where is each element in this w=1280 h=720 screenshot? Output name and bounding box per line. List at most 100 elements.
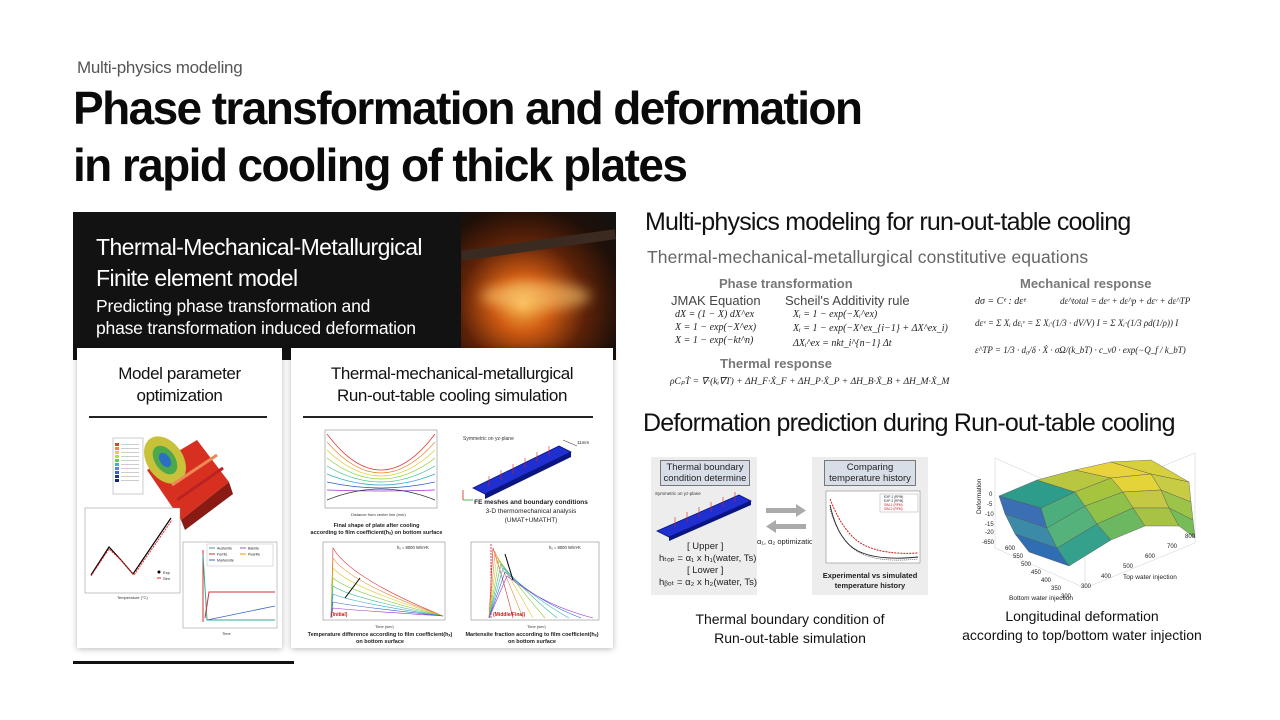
surface-z-ticks: 0 -5 -10 -15 -20 -650 bbox=[982, 492, 995, 546]
optimization-label: α₁, α₂ optimization bbox=[757, 537, 818, 546]
legend-austenite: Austenite bbox=[217, 547, 232, 551]
thermal-eq: ρCₚṪ = ∇·(kᵢ∇T) + ΔH_F·Ẋ_F + ΔH_P·Ẋ_P + … bbox=[670, 377, 950, 387]
lower-label: [ Lower ] bbox=[687, 565, 724, 576]
jmak-eq-2: X = 1 − exp(−X^ex) bbox=[675, 322, 757, 333]
mill-beam bbox=[461, 229, 616, 261]
plate-shape-plot: Distance from center line (mm) bbox=[324, 429, 438, 517]
legend-martensite: Martensite bbox=[217, 559, 234, 563]
contour-legend-swatches bbox=[115, 443, 119, 482]
h-top-eq: hₜₒₚ = α₁ x h₁(water, Ts) bbox=[659, 553, 757, 564]
card-title: Thermal-mechanical-metallurgical Run-out… bbox=[291, 363, 613, 407]
page-title: Phase transformation and deformation in … bbox=[73, 80, 863, 194]
plate-shape-caption: Final shape of plate after cooling accor… bbox=[309, 523, 444, 537]
svg-text:800: 800 bbox=[1185, 534, 1196, 540]
deformation-caption-line-2: according to top/bottom water injection bbox=[962, 627, 1202, 643]
svg-text:550: 550 bbox=[1013, 554, 1024, 560]
symmetry-note: Symmetric on yz-plane bbox=[463, 436, 514, 442]
footer-rule bbox=[73, 661, 294, 664]
dilatometry-xlabel: Temperature (°C) bbox=[117, 595, 148, 600]
martensite-caption-2: on bottom surface bbox=[508, 639, 556, 645]
legend-sim-1: SIM-1 (RPM) bbox=[884, 503, 903, 507]
temperature-history-plot: EXP-1 (RPM) EXP-2 (RPM) SIM-1 (RPM) SIM-… bbox=[825, 490, 921, 564]
surface-y-ticks: 600 550 500 450 400 350 300 bbox=[1005, 546, 1072, 600]
parameter-optimization-card: Model parameter optimization bbox=[77, 348, 282, 648]
scheil-eq-1: Xᵢ = 1 − exp(−Xᵢ^ex) bbox=[793, 309, 878, 320]
hero-banner: Thermal-Mechanical-Metallurgical Finite … bbox=[73, 212, 616, 360]
time-axis-left: Time (sec) bbox=[375, 624, 394, 629]
htc-equations: [ Upper ] hₜₒₚ = α₁ x h₁(water, Ts) [ Lo… bbox=[659, 541, 757, 589]
hero-heading: Thermal-Mechanical-Metallurgical Finite … bbox=[96, 232, 423, 294]
legend-ferrite: Ferrite bbox=[217, 553, 227, 557]
deformation-caption-line-1: Longitudinal deformation bbox=[1005, 608, 1159, 624]
svg-text:600: 600 bbox=[1005, 546, 1016, 552]
upper-label: [ Upper ] bbox=[687, 541, 724, 552]
card-title-line-1: Model parameter bbox=[118, 364, 241, 383]
symmetry-note-2: Symmetric on yz-plane bbox=[655, 491, 701, 496]
section-subheading-equations: Thermal-mechanical-metallurgical constit… bbox=[647, 247, 1089, 267]
initial-tag: (Initial) bbox=[331, 612, 348, 618]
rot-simulation-card: Thermal-mechanical-metallurgical Run-out… bbox=[291, 348, 613, 648]
card-title: Model parameter optimization bbox=[77, 363, 282, 407]
temp-diff-caption-1: Temperature difference according to film… bbox=[307, 632, 453, 638]
contour-legend-ticks bbox=[121, 444, 139, 481]
hero-subtitle: Predicting phase transformation and phas… bbox=[96, 295, 416, 339]
svg-text:500: 500 bbox=[1021, 562, 1032, 568]
jmak-eq-3: X = 1 − exp(−kt^n) bbox=[675, 335, 754, 346]
tag-temperature-history: Comparing temperature history bbox=[824, 460, 916, 486]
mech-eq-3: dεᵛ = Σ Xᵢ dεᵢᵛ = Σ Xᵢ·(1/3 · dV/V) I = … bbox=[975, 318, 1179, 328]
boundary-condition-caption: Thermal boundary condition of Run-out-ta… bbox=[670, 610, 910, 648]
mech-eq-1: dσ = Cᵉ : dεᵉ bbox=[975, 296, 1026, 307]
kicker: Multi-physics modeling bbox=[77, 58, 243, 77]
exp-vs-sim-line-1: Experimental vs simulated bbox=[822, 571, 918, 580]
page-title-line-1: Phase transformation and deformation bbox=[73, 82, 863, 134]
deformation-caption: Longitudinal deformation according to to… bbox=[940, 607, 1224, 645]
phase-xlabel: Time bbox=[222, 631, 232, 636]
cylinder-fe-model bbox=[144, 436, 233, 530]
fe-mesh-caption-3: (UMAT+UMATHT) bbox=[504, 517, 558, 524]
legend-sim-2: SIM-2 (RPM) bbox=[884, 507, 903, 511]
card-divider bbox=[89, 416, 267, 418]
svg-text:300: 300 bbox=[1081, 584, 1092, 590]
card-title-line-2: Run-out-table cooling simulation bbox=[336, 386, 568, 405]
rot-plate-figure: Symmetric on yz-plane bbox=[655, 491, 752, 541]
hero-subtitle-line-1: Predicting phase transformation and bbox=[96, 296, 371, 316]
jmak-label: JMAK Equation bbox=[671, 293, 761, 308]
mechanical-response-heading: Mechanical response bbox=[1020, 276, 1152, 291]
tag-boundary-line-2: condition determine bbox=[663, 473, 747, 484]
mech-eq-2: dε^total = dεᵉ + dε^p + dεᵛ + dε^TP bbox=[1060, 296, 1191, 306]
boundary-caption-line-2: Run-out-table simulation bbox=[714, 630, 866, 646]
phase-transformation-heading: Phase transformation bbox=[719, 276, 853, 291]
card-divider bbox=[303, 416, 593, 418]
hero-heading-line-1: Thermal-Mechanical-Metallurgical bbox=[96, 234, 423, 260]
section-heading-deformation: Deformation prediction during Run-out-ta… bbox=[643, 409, 1176, 437]
temp-diff-caption: Temperature difference according to film… bbox=[305, 632, 455, 646]
svg-text:500: 500 bbox=[1123, 564, 1134, 570]
iteration-arrows bbox=[766, 504, 806, 533]
temperature-history-panel: Comparing temperature history EXP-1 (RPM… bbox=[812, 457, 928, 595]
tag-temp-line-2: temperature history bbox=[829, 473, 911, 484]
svg-text:-650: -650 bbox=[982, 540, 995, 546]
film-coef-label-left: hₓ = 8000 W/m²K bbox=[397, 545, 429, 550]
svg-text:600: 600 bbox=[1145, 554, 1156, 560]
arrow-right-icon bbox=[766, 504, 806, 517]
legend-pearlite: Pearlite bbox=[248, 553, 260, 557]
tag-boundary-condition: Thermal boundary condition determine bbox=[660, 460, 750, 486]
plate-dimension: 11mm bbox=[577, 440, 589, 445]
exp-legend: Exp bbox=[163, 570, 171, 575]
tag-temp-line-1: Comparing bbox=[846, 462, 894, 473]
fe-mesh-caption-2: 3-D thermomechanical analysis bbox=[485, 508, 577, 515]
legend-bainite: Bainite bbox=[248, 547, 259, 551]
boundary-condition-panel: Thermal boundary condition determine Sym… bbox=[651, 457, 757, 595]
martensite-caption-1: Martensite fraction according to film co… bbox=[465, 632, 599, 638]
jmak-eq-1: dX = (1 − X) dX^ex bbox=[675, 309, 755, 320]
arrow-left-icon bbox=[766, 520, 806, 533]
hot-plate-photo bbox=[461, 212, 616, 360]
thermal-response-heading: Thermal response bbox=[720, 356, 832, 371]
svg-text:-10: -10 bbox=[985, 512, 994, 518]
fe-mesh-caption-1: FE meshes and boundary conditions bbox=[474, 499, 588, 506]
svg-text:400: 400 bbox=[1101, 574, 1112, 580]
plate-shape-xlabel: Distance from center line (mm) bbox=[351, 512, 406, 517]
exp-vs-sim-line-2: temperature history bbox=[834, 580, 906, 590]
middle-final-tag: (Middle/Final) bbox=[493, 612, 526, 618]
fe-mesh-caption: FE meshes and boundary conditions 3-D th… bbox=[461, 498, 601, 525]
